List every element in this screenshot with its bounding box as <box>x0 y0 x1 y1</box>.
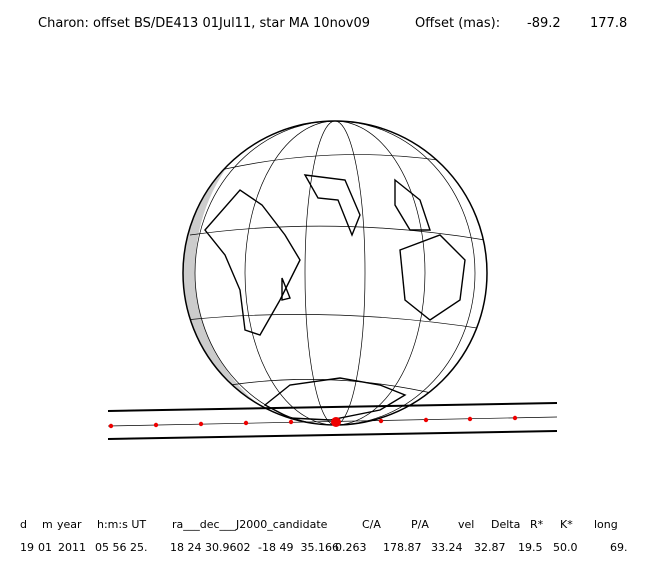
column-header: long <box>594 518 618 531</box>
cell: -18 49 35.166 <box>258 541 339 554</box>
table-row: 19 01 2011 05 56 25. 18 24 30.9602 -18 49 35.… <box>20 541 628 554</box>
table-header: d m year h:m:s UT ra___dec___J2000_candidate… <box>20 518 618 531</box>
column-header: R* <box>530 518 544 531</box>
column-header: vel <box>458 518 474 531</box>
offset-y: 177.8 <box>590 16 627 31</box>
cell: 32.87 <box>474 541 506 554</box>
cell: 33.24 <box>431 541 463 554</box>
cell: 05 56 25. <box>95 541 147 554</box>
column-header: Delta <box>491 518 520 531</box>
column-header: ra___dec___J2000_candidate <box>172 518 328 531</box>
cell: 69. <box>610 541 628 554</box>
cell: 19 <box>20 541 34 554</box>
column-header: h:m:s UT <box>97 518 146 531</box>
column-header: P/A <box>411 518 429 531</box>
column-header: year <box>57 518 82 531</box>
cell: 178.87 <box>383 541 422 554</box>
title: Charon: offset BS/DE413 01Jul11, star MA… <box>38 16 370 31</box>
column-header: m <box>42 518 53 531</box>
cell: 2011 <box>58 541 86 554</box>
column-header: K* <box>560 518 573 531</box>
cell: 50.0 <box>553 541 578 554</box>
cell: 0.263 <box>335 541 367 554</box>
offset-label: Offset (mas): <box>415 16 500 31</box>
offset-x: -89.2 <box>527 16 561 31</box>
column-header: d <box>20 518 27 531</box>
track-points <box>108 415 518 429</box>
cell: 18 24 30.9602 <box>170 541 250 554</box>
column-header: C/A <box>362 518 381 531</box>
cell: 19.5 <box>518 541 543 554</box>
cell: 01 <box>38 541 52 554</box>
